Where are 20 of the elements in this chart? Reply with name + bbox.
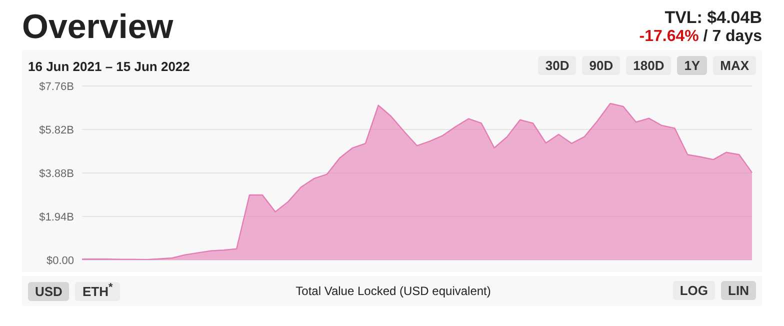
chart-subtitle: 16 Jun 2021 – 15 Jun 2022 <box>28 58 190 74</box>
y-tick-label: $0.00 <box>46 254 74 267</box>
text: 180D <box>626 56 672 75</box>
y-tick-label: $7.76B <box>39 80 74 93</box>
y-tick-label: $5.82B <box>39 124 74 136</box>
x-axis-title: Total Value Locked (USD equivalent) <box>296 284 491 298</box>
text: 90D <box>582 56 620 75</box>
text: USD <box>28 282 70 301</box>
text: LOG <box>672 281 716 300</box>
y-tick-label: $1.94B <box>39 211 74 224</box>
text: MAX <box>713 56 756 75</box>
text: TVL: $4.04B <box>664 8 762 28</box>
text: ETH$^{*}$ <box>75 281 120 301</box>
text: / 7 days <box>703 28 762 45</box>
text: 1Y <box>677 56 708 75</box>
text: LIN <box>721 281 756 300</box>
chart-title: Overview <box>22 8 174 46</box>
text: 30D <box>538 56 576 75</box>
y-tick-label: $3.88B <box>39 168 74 180</box>
text: -17.64% <box>639 28 699 45</box>
